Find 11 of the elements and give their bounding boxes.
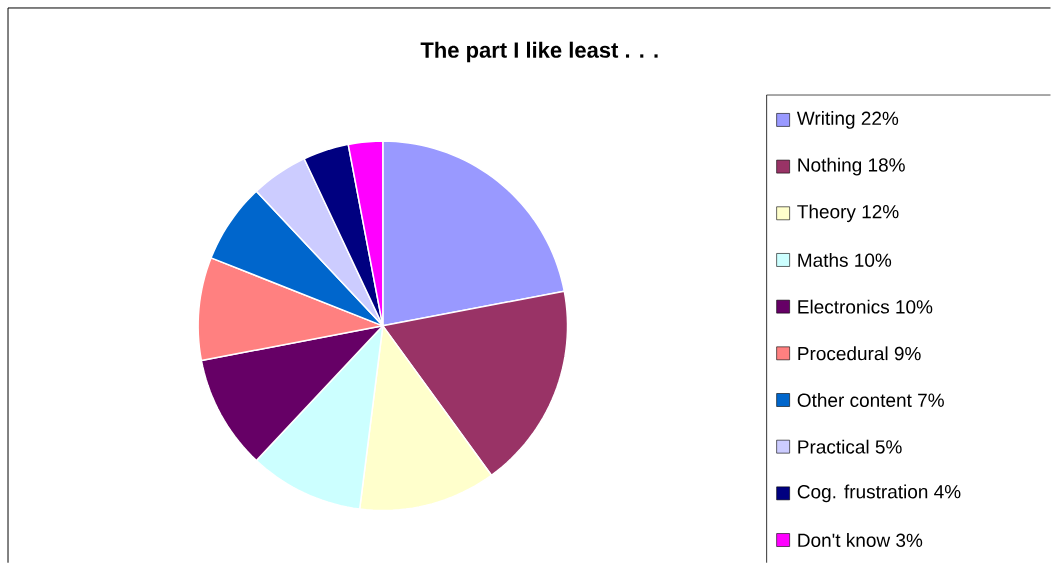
legend-label: Maths 10% bbox=[798, 252, 892, 267]
legend-label: Writing 22% bbox=[796, 110, 899, 129]
legend-label: Practical 5% bbox=[798, 439, 902, 454]
legend-label: Electronics 10% bbox=[798, 299, 933, 314]
chart-title: The part I like least . . . bbox=[420, 41, 658, 63]
legend-label: Cog. frustration 4% bbox=[797, 484, 961, 503]
legend-label: Nothing 18% bbox=[798, 157, 905, 176]
legend-label: Procedural 9% bbox=[798, 346, 921, 361]
legend-label: Don't know 3% bbox=[798, 532, 923, 547]
legend-label: Other content 7% bbox=[797, 392, 944, 407]
legend-label: Theory 12% bbox=[797, 204, 899, 223]
